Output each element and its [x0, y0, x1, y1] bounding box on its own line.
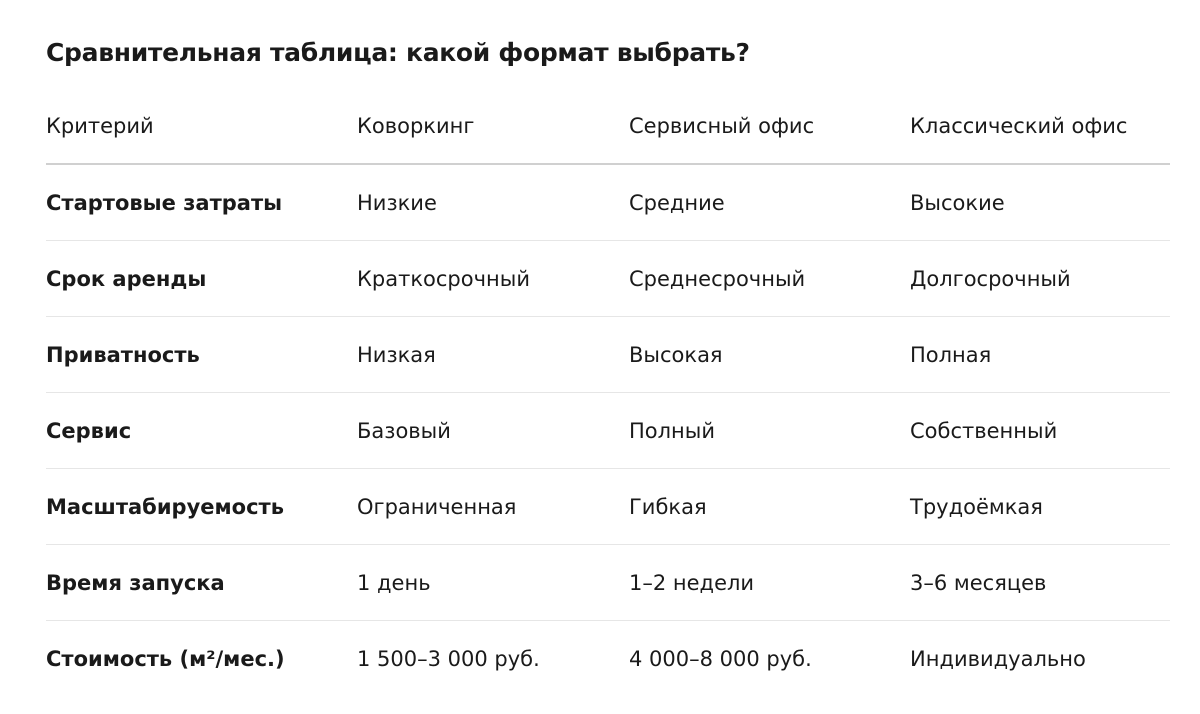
table-row: Стоимость (м²/мес.) 1 500–3 000 руб. 4 000…	[46, 621, 1170, 697]
value-cell: Ограниченная	[357, 468, 629, 545]
value-cell: Собственный	[910, 392, 1170, 469]
value-cell: Высокая	[629, 316, 910, 393]
value-cell: Среднесрочный	[629, 240, 910, 317]
value-cell: Низкая	[357, 316, 629, 393]
header-row: Критерий Коворкинг Сервисный офис Классичес…	[46, 88, 1170, 165]
criterion-cell: Сервис	[46, 392, 357, 469]
table-body: Стартовые затраты Низкие Средние Высокие Сро…	[46, 164, 1170, 696]
comparison-table: Критерий Коворкинг Сервисный офис Классичес…	[46, 88, 1170, 696]
value-cell: 1 день	[357, 544, 629, 621]
criterion-cell: Стартовые затраты	[46, 164, 357, 241]
criterion-cell: Стоимость (м²/мес.)	[46, 646, 285, 671]
criterion-cell: Срок аренды	[46, 240, 357, 317]
header-cell: Классический офис	[910, 88, 1170, 165]
value-cell: 1–2 недели	[629, 544, 910, 621]
table-row: Сервис Базовый Полный Собственный	[46, 392, 1170, 469]
value-cell: Трудоёмкая	[910, 468, 1170, 545]
table-row: Стартовые затраты Низкие Средние Высокие	[46, 164, 1170, 241]
value-cell: Краткосрочный	[357, 240, 629, 317]
value-cell: Высокие	[910, 164, 1170, 241]
value-cell: 4 000–8 000 руб.	[629, 646, 812, 671]
value-cell: Полный	[629, 392, 910, 469]
value-cell: 3–6 месяцев	[910, 544, 1170, 621]
value-cell: Полная	[910, 316, 1170, 393]
table-row: Масштабируемость Ограниченная Гибкая Трудоё…	[46, 468, 1170, 545]
value-cell: Долгосрочный	[910, 240, 1170, 317]
value-cell: Средние	[629, 164, 910, 241]
value-cell: Низкие	[357, 164, 629, 241]
header-cell: Коворкинг	[357, 88, 629, 165]
header-cell: Сервисный офис	[629, 88, 910, 165]
criterion-cell: Время запуска	[46, 544, 357, 621]
table-row: Срок аренды Краткосрочный Среднесрочный Дол…	[46, 240, 1170, 317]
title: Сравнительная таблица: какой формат выбр…	[46, 38, 750, 67]
criterion-cell: Приватность	[46, 316, 357, 393]
table-row: Время запуска 1 день 1–2 недели 3–6 месяцев	[46, 544, 1170, 621]
criterion-cell: Масштабируемость	[46, 468, 357, 545]
value-cell: Индивидуально	[910, 646, 1086, 671]
value-cell: 1 500–3 000 руб.	[357, 646, 540, 671]
table-row: Приватность Низкая Высокая Полная	[46, 316, 1170, 393]
value-cell: Гибкая	[629, 468, 910, 545]
header-cell: Критерий	[46, 88, 357, 165]
value-cell: Базовый	[357, 392, 629, 469]
